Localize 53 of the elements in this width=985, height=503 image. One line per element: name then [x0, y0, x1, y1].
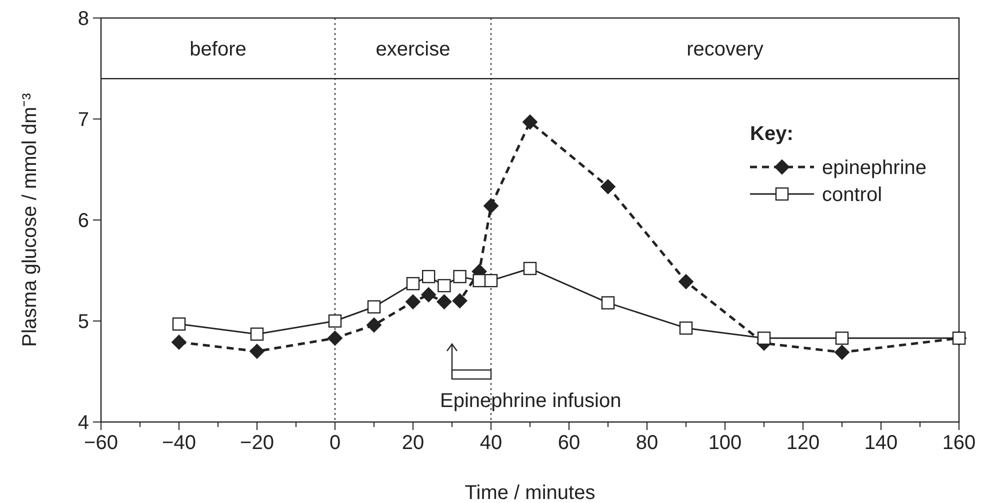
point	[600, 179, 616, 194]
x-tick-label: 140	[864, 432, 898, 454]
x-tick-label: 0	[329, 432, 341, 454]
point	[438, 279, 451, 292]
annotation: exercise	[376, 38, 450, 60]
point	[679, 321, 693, 335]
point	[601, 296, 615, 310]
point	[172, 334, 186, 350]
point	[328, 330, 342, 346]
x-tick-label: 40	[480, 432, 502, 454]
point	[421, 287, 436, 302]
annotation: before	[190, 38, 246, 60]
point	[436, 294, 452, 310]
x-tick-label: −60	[84, 432, 118, 454]
point	[452, 293, 468, 308]
point	[484, 198, 498, 214]
x-tick-label: 120	[786, 432, 820, 454]
point	[835, 332, 849, 345]
x-tick-label: 80	[636, 432, 658, 454]
x-tick-label: −20	[240, 432, 274, 454]
y-tick-label: 6	[78, 210, 89, 232]
x-axis-title: Time / minutes	[464, 482, 596, 503]
y-tick-label: 7	[78, 109, 89, 131]
y-tick-label: 5	[78, 311, 89, 333]
point	[522, 114, 538, 130]
point	[757, 332, 771, 345]
point	[328, 314, 342, 328]
point	[406, 277, 420, 290]
x-tick-label: 20	[402, 432, 424, 454]
point	[523, 262, 537, 276]
point	[422, 270, 436, 284]
point	[834, 344, 850, 360]
point	[484, 274, 498, 288]
annotation: Epinephrine infusion	[440, 390, 622, 412]
point	[172, 317, 186, 331]
point	[453, 270, 466, 284]
y-axis-title: Plasma glucose / mmol dm⁻³	[19, 92, 41, 347]
x-tick-label: 160	[942, 432, 976, 454]
x-tick-label: 100	[708, 432, 742, 454]
annotation: recovery	[686, 38, 764, 60]
legend-label: control	[822, 184, 882, 206]
x-tick-label: 60	[558, 432, 580, 454]
point	[366, 318, 382, 333]
legend-title: Key:	[750, 123, 794, 145]
x-tick-label: −40	[162, 432, 196, 454]
y-tick-label: 4	[78, 412, 89, 434]
point	[367, 300, 381, 314]
point	[406, 294, 420, 310]
legend-label: epinephrine	[822, 157, 927, 179]
point	[678, 274, 694, 290]
y-tick-label: 8	[78, 8, 89, 30]
point	[250, 344, 264, 359]
point	[250, 328, 264, 341]
